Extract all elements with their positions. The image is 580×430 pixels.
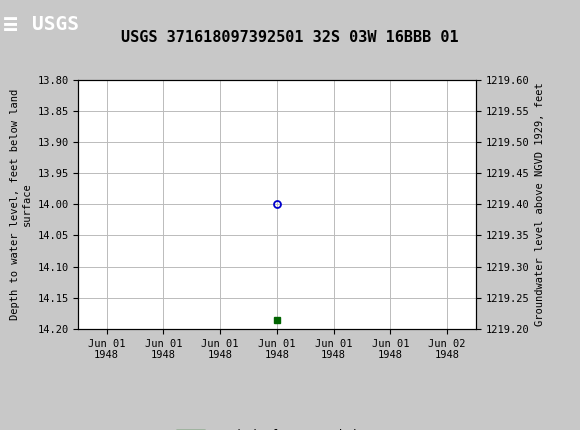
Legend: Period of approved data: Period of approved data	[171, 425, 383, 430]
Y-axis label: Depth to water level, feet below land
surface: Depth to water level, feet below land su…	[10, 89, 32, 320]
Text: USGS: USGS	[32, 15, 79, 34]
Text: USGS 371618097392501 32S 03W 16BBB 01: USGS 371618097392501 32S 03W 16BBB 01	[121, 30, 459, 45]
Text: ≡: ≡	[3, 13, 18, 37]
Y-axis label: Groundwater level above NGVD 1929, feet: Groundwater level above NGVD 1929, feet	[535, 83, 545, 326]
